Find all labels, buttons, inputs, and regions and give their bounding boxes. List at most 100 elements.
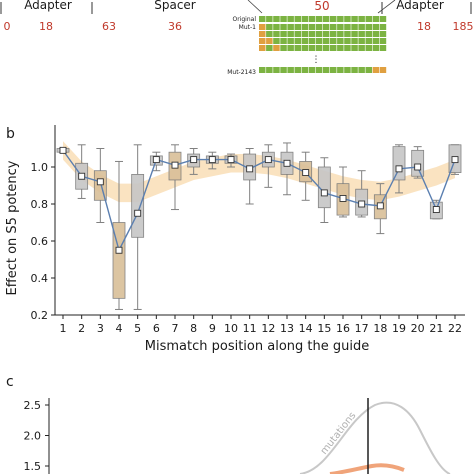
grid-cell (379, 67, 387, 73)
grid-cell (315, 67, 323, 73)
grid-cell (294, 31, 301, 37)
grid-cell (308, 24, 316, 30)
grid-cell (330, 16, 337, 22)
x-axis-label: Mismatch position along the guide (145, 339, 369, 354)
grid-cell (358, 16, 365, 22)
grid-cell (322, 45, 330, 51)
grid-cell (337, 16, 344, 22)
grid-cell (280, 45, 287, 51)
grid-cell (259, 24, 266, 30)
panel-c-line-chart: c 2.5 2.0 1.5 mutations (6, 374, 451, 474)
scale-tick: 185 (453, 20, 474, 33)
grid-cell (266, 31, 273, 37)
grid-cell (266, 24, 273, 30)
grid-cell (372, 67, 380, 73)
x-tick-label: 2 (78, 322, 85, 335)
row-label-mut-1: Mut-1 (239, 24, 256, 31)
grid-cell (344, 67, 351, 73)
grid-cell (351, 67, 358, 73)
center-value: 50 (314, 0, 329, 13)
sequence-grid (259, 16, 387, 73)
row-label-original: Original (233, 16, 257, 23)
x-tick-label: 13 (280, 322, 294, 335)
median-marker (376, 202, 384, 210)
grid-cell (301, 38, 309, 44)
grid-cell (372, 45, 380, 51)
grid-cell (344, 16, 351, 22)
x-tick-label: 10 (224, 322, 238, 335)
grid-cell (365, 31, 372, 37)
grid-cell (308, 45, 316, 51)
panel-label-b: b (6, 126, 15, 142)
grid-cell (294, 67, 301, 73)
adapter-left-label: Adapter (24, 0, 72, 12)
median-marker (171, 161, 179, 169)
grid-cell (379, 38, 387, 44)
grid-cell (315, 31, 323, 37)
y-tick-label: 0.4 (31, 272, 49, 285)
grid-cell (330, 38, 337, 44)
grid-cell (287, 38, 294, 44)
x-tick-label: 7 (172, 322, 179, 335)
grid-cell (287, 16, 294, 22)
grid-cell (301, 16, 309, 22)
grid-cell (322, 31, 330, 37)
grid-cell (280, 24, 287, 30)
grid-cell (259, 38, 266, 44)
median-polyline (62, 149, 456, 253)
grid-cell (379, 31, 387, 37)
x-tick-label: 9 (209, 322, 216, 335)
median-marker (414, 163, 422, 171)
row-label-mut-2143: Mut-2143 (227, 69, 256, 76)
scale-tick: 18 (417, 20, 431, 33)
grid-cell (358, 38, 365, 44)
grid-cell (259, 31, 266, 37)
scale-tick: 18 (39, 20, 53, 33)
median-marker (358, 200, 366, 208)
grid-cell (337, 45, 344, 51)
grid-cell (259, 16, 266, 22)
x-tick-label: 20 (411, 322, 425, 335)
grid-cell (365, 67, 372, 73)
grid-cell (365, 16, 372, 22)
grid-cell (280, 31, 287, 37)
median-marker (246, 165, 254, 173)
grid-cell (259, 67, 266, 73)
grid-cell (330, 31, 337, 37)
zoom-line-right (377, 0, 396, 14)
grid-cell (365, 24, 372, 30)
panel-label-c: c (6, 374, 14, 390)
median-marker (320, 189, 328, 197)
x-tick-label: 21 (429, 322, 443, 335)
grid-cell (308, 38, 316, 44)
orange-curve (329, 463, 405, 474)
grid-cell (337, 31, 344, 37)
grid-cell (280, 16, 287, 22)
box (411, 149, 425, 177)
median-marker (134, 209, 142, 217)
grid-cell (273, 45, 280, 51)
grid-cell (358, 67, 365, 73)
gray-curve (299, 401, 451, 474)
x-tick-label: 1 (60, 322, 67, 335)
c-y-tick-label: 2.0 (24, 430, 42, 443)
y-tick-label: 0.8 (31, 198, 49, 211)
median-marker (339, 194, 347, 202)
c-y-axis: 2.5 2.0 1.5 (24, 399, 49, 473)
grid-cell (379, 16, 387, 22)
panel-b-box-chart: b 0.20.40.60.81.0 1 2 3 4 5 6 7 8 9 10 11 12 13 14 15 1… (5, 125, 465, 354)
grid-cell (315, 45, 323, 51)
median-marker (208, 156, 216, 164)
grid-cell (330, 67, 337, 73)
grid-cell (308, 31, 316, 37)
grid-cell (280, 67, 287, 73)
median-marker (264, 156, 272, 164)
y-tick-label: 0.6 (31, 235, 49, 248)
grid-cell (273, 38, 280, 44)
grid-cell (273, 16, 280, 22)
x-tick-label: 15 (317, 322, 331, 335)
grid-cell (287, 24, 294, 30)
x-axis: 1 2 3 4 5 6 7 8 9 10 11 12 13 14 15 16 17 18 19 20 21 22 (55, 314, 465, 335)
grid-cell (308, 67, 316, 73)
rotated-series-label: mutations (319, 410, 359, 457)
